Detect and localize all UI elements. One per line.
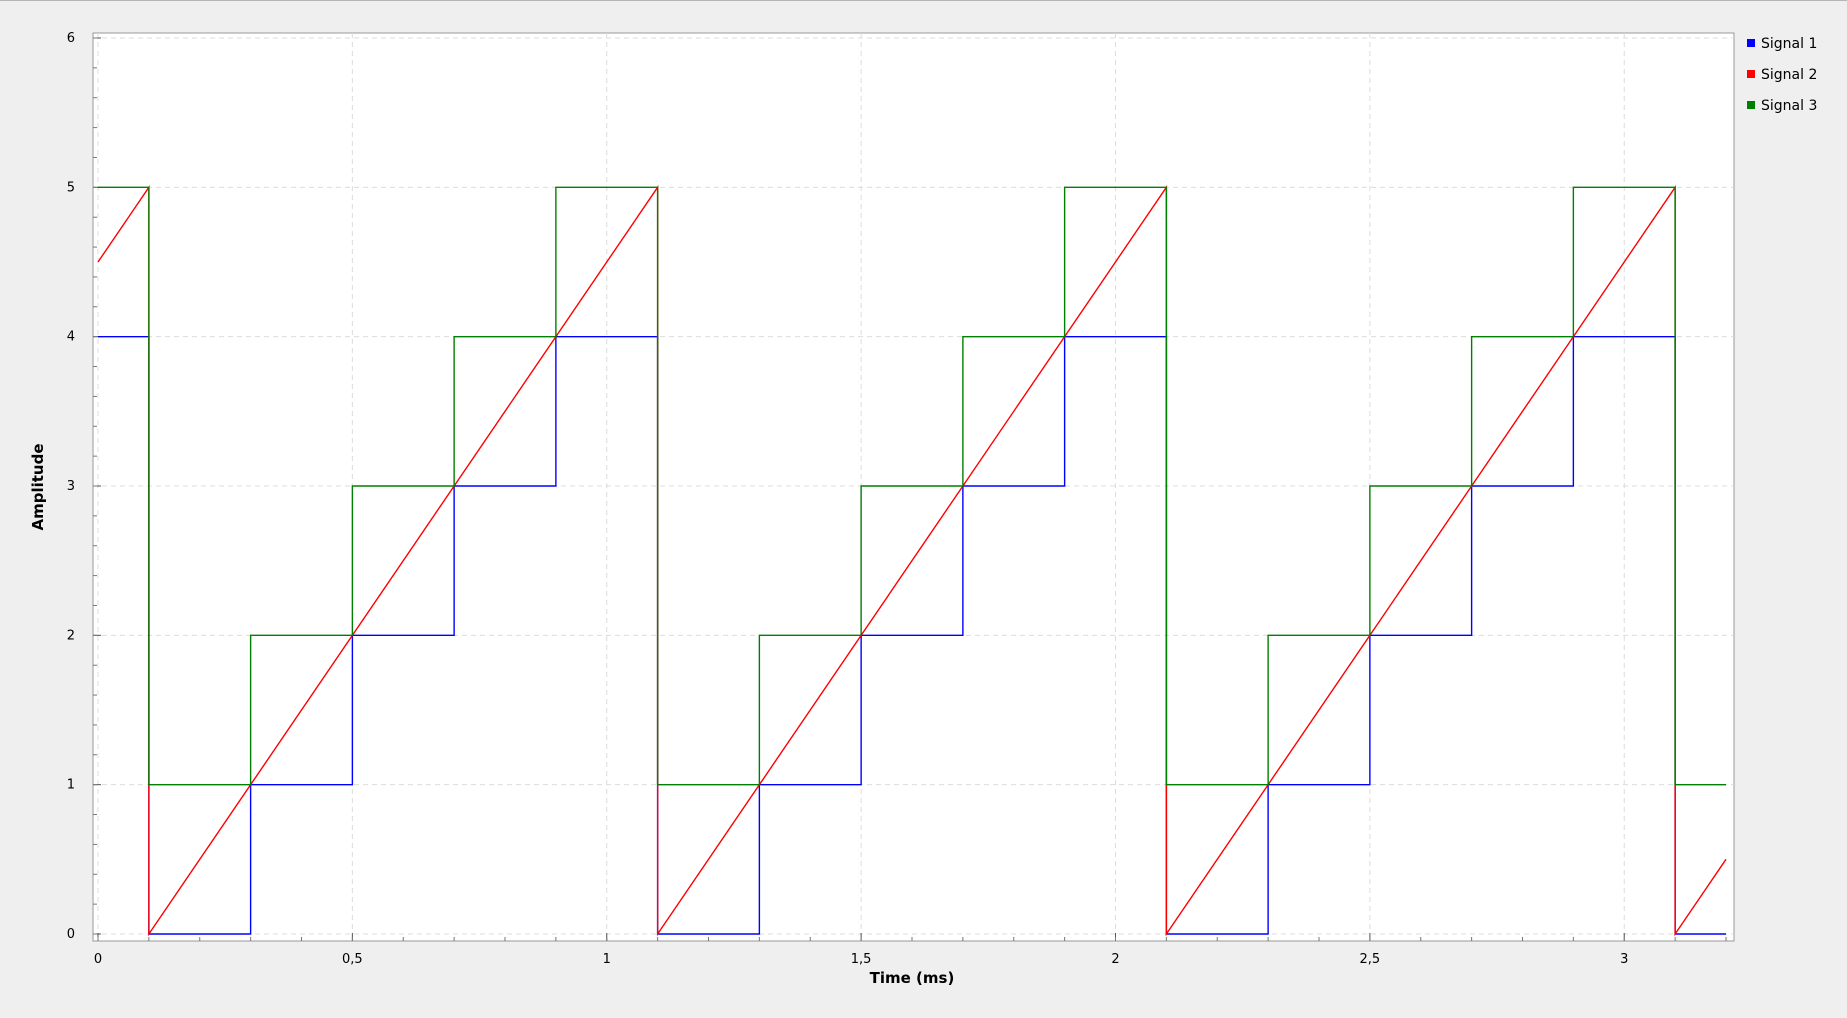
- x-tick-label: 1,5: [851, 952, 872, 967]
- x-tick-label: 2,5: [1360, 952, 1381, 967]
- y-tick-label: 2: [67, 628, 75, 643]
- legend-label: Signal 2: [1761, 67, 1817, 83]
- x-tick-label: 1: [603, 952, 611, 967]
- legend[interactable]: Signal 1 Signal 2 Signal 3: [1747, 36, 1817, 114]
- y-tick-label: 4: [67, 330, 75, 345]
- y-axis-title: Amplitude: [29, 443, 47, 530]
- series-line-3[interactable]: [98, 186, 1726, 786]
- y-tick-label: 1: [67, 778, 75, 793]
- tick-labels: 0 0,5 1 1,5 2 2,5 3 0 1 2 3 4 5 6: [67, 31, 1629, 967]
- plot-area[interactable]: [92, 32, 1735, 942]
- x-tick-label: 0: [94, 952, 102, 967]
- legend-item-2[interactable]: Signal 2: [1747, 67, 1817, 83]
- legend-label: Signal 1: [1761, 36, 1817, 52]
- x-tick-label: 0,5: [342, 952, 363, 967]
- x-axis-title: Time (ms): [870, 969, 955, 987]
- y-tick-label: 5: [67, 180, 75, 195]
- legend-swatch: [1747, 101, 1755, 109]
- x-tick-label: 2: [1111, 952, 1119, 967]
- legend-item-1[interactable]: Signal 1: [1747, 36, 1817, 52]
- series-line-1[interactable]: [98, 335, 1726, 935]
- series-layer: [97, 185, 1727, 937]
- legend-item-3[interactable]: Signal 3: [1747, 98, 1817, 114]
- y-tick-label: 3: [67, 479, 75, 494]
- legend-label: Signal 3: [1761, 98, 1817, 114]
- minor-ticks: [93, 37, 1727, 941]
- y-tick-label: 6: [67, 31, 75, 46]
- legend-swatch: [1747, 39, 1755, 47]
- x-tick-label: 3: [1620, 952, 1628, 967]
- legend-swatch: [1747, 70, 1755, 78]
- y-tick-label: 0: [67, 927, 75, 942]
